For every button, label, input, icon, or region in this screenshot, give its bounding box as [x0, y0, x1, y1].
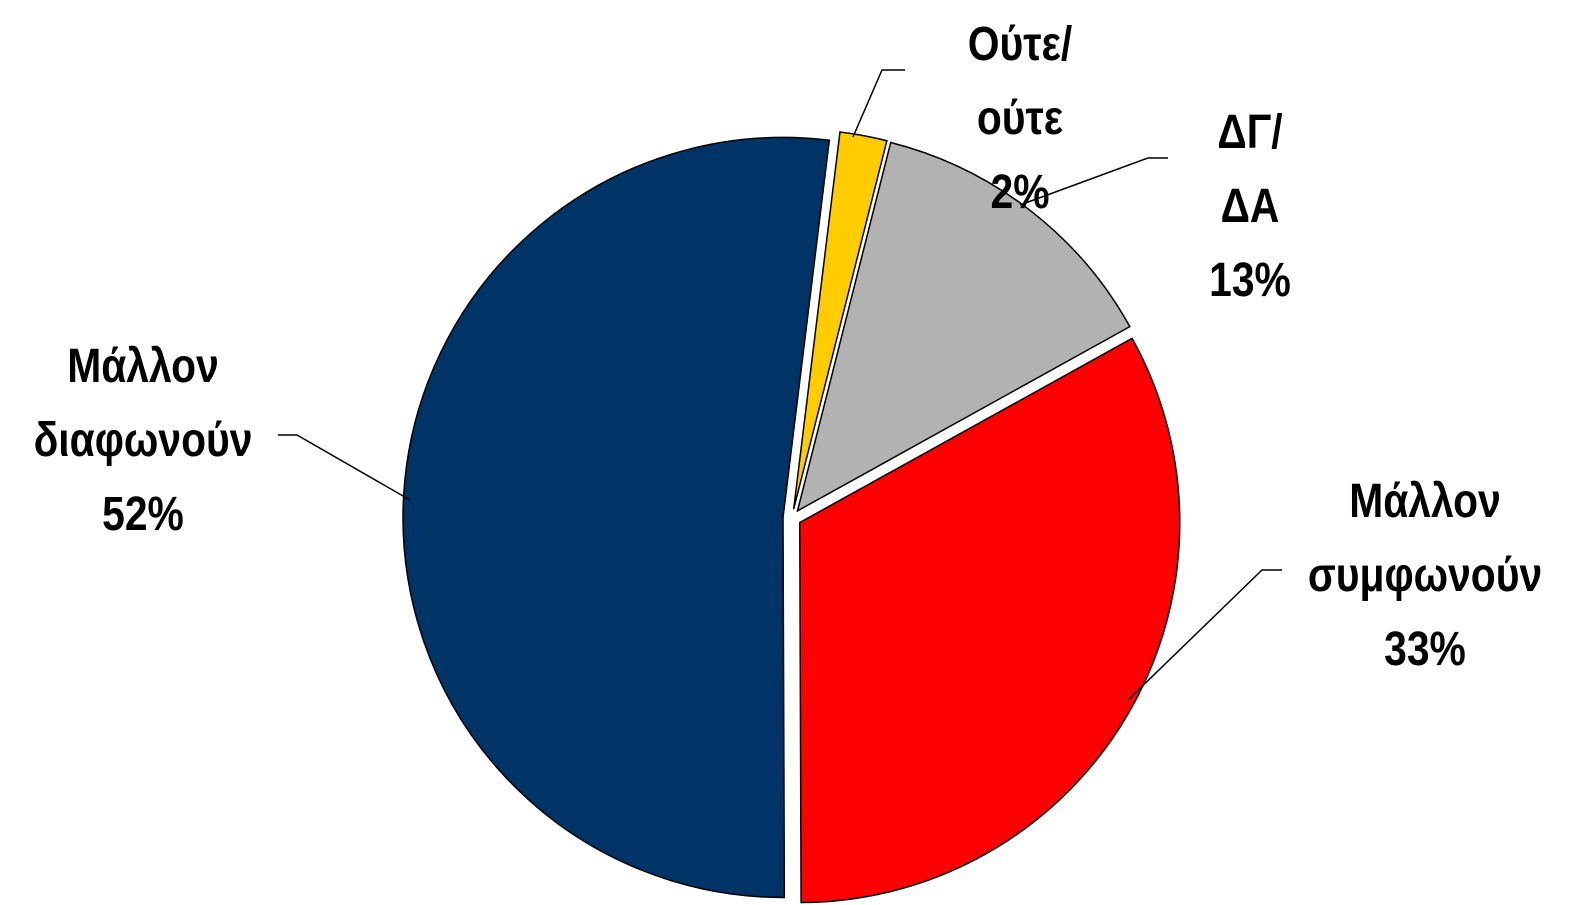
leader-line [852, 69, 905, 138]
slice-label: Μάλλον διαφωνούν 52% [34, 330, 253, 552]
pie-slice [402, 136, 831, 899]
leader-line [1019, 157, 1168, 206]
slice-label: ΔΓ/ΔΑ 13% [1209, 96, 1291, 318]
pie-slice [796, 141, 1131, 513]
pie-slice [799, 337, 1181, 904]
category-label: Μάλλον διαφωνούν [33, 340, 253, 467]
category-label: Ούτε/ούτε [967, 18, 1073, 145]
pie-slice [792, 131, 888, 510]
value-label: 52% [102, 488, 184, 541]
leader-line [278, 434, 411, 501]
value-label: 2% [990, 166, 1050, 219]
slice-label: Ούτε/ούτε 2% [968, 8, 1072, 230]
slice-label: Μάλλον συμφωνούν 33% [1308, 465, 1542, 687]
category-label: Μάλλον συμφωνούν [1307, 475, 1543, 602]
value-label: 33% [1384, 623, 1466, 676]
category-label: ΔΓ/ΔΑ [1217, 106, 1283, 233]
leader-line [1127, 569, 1282, 701]
value-label: 13% [1209, 254, 1291, 307]
